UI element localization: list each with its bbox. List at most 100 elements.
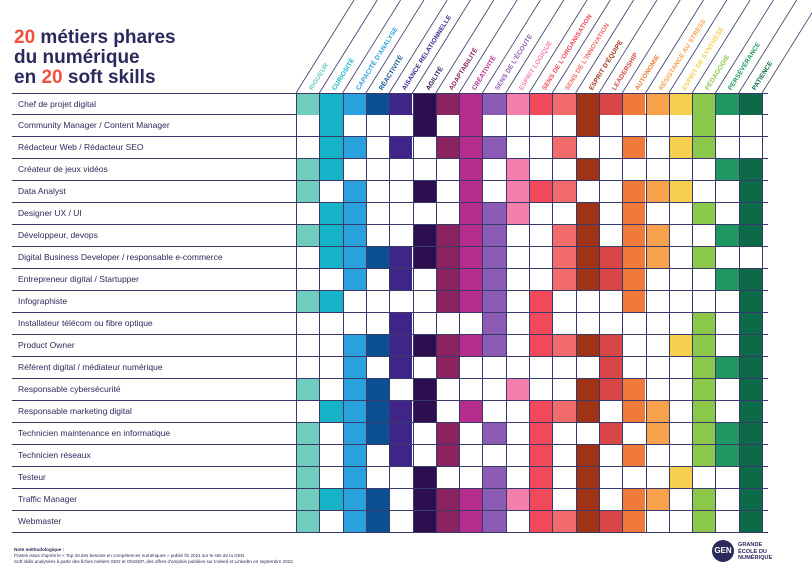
skill-cell: [412, 423, 436, 444]
skill-cell: [598, 181, 622, 202]
skill-cell: [529, 159, 552, 180]
skill-cell: [622, 379, 646, 400]
skill-cell: [319, 247, 343, 268]
skill-cell: [319, 137, 343, 158]
skill-cell: [412, 203, 436, 224]
job-label: Testeur: [18, 472, 46, 482]
skill-cell: [738, 357, 762, 378]
skill-cell: [645, 291, 669, 312]
skill-cell: [715, 269, 739, 290]
skill-cell: [715, 511, 738, 532]
skill-cell: [342, 159, 366, 180]
skill-cell: [459, 401, 483, 422]
row-end-border: [762, 94, 763, 115]
header-diagonal-line: [738, 0, 798, 94]
skill-cell: [296, 313, 319, 334]
skill-cell: [319, 401, 343, 422]
skill-cell: [668, 94, 693, 115]
skill-cell: [482, 511, 506, 532]
skill-cell: [482, 225, 506, 246]
skill-cell: [389, 291, 412, 312]
skill-cell: [575, 489, 599, 510]
job-row: Webmaster: [12, 511, 768, 533]
skill-cell: [715, 379, 738, 400]
skill-cell: [645, 357, 669, 378]
header-diagonal-line: [295, 0, 355, 94]
skill-cell: [622, 511, 646, 532]
skill-header-label: Esprit de synthèse: [680, 26, 726, 92]
job-label: Chef de projet digital: [18, 99, 96, 109]
skill-cell: [296, 225, 320, 246]
skill-cell: [529, 181, 553, 202]
title-line-1: 20 métiers phares: [14, 27, 176, 48]
skill-cell: [296, 445, 320, 466]
row-end-border: [762, 247, 763, 268]
skill-cell: [365, 445, 389, 466]
skill-cell: [598, 203, 622, 224]
skill-cell: [435, 401, 459, 422]
skill-cell: [529, 137, 552, 158]
skill-cell: [435, 159, 459, 180]
skill-cell: [435, 137, 460, 158]
row-end-border: [762, 181, 763, 202]
skill-header-label: Patience: [750, 60, 774, 92]
job-label: Designer UX / UI: [18, 208, 82, 218]
job-label: Technicien réseaux: [18, 450, 91, 460]
skill-cell: [482, 115, 505, 136]
skill-cell: [552, 511, 576, 532]
skill-cell: [575, 423, 599, 444]
skill-cell: [389, 247, 413, 268]
skill-cell: [692, 203, 716, 224]
skill-cell: [296, 423, 320, 444]
job-row: Responsable marketing digital: [12, 401, 768, 423]
job-label: Référent digital / médiateur numérique: [18, 362, 163, 372]
skill-cell: [692, 467, 715, 488]
skill-cell: [575, 225, 599, 246]
skill-cell: [342, 203, 366, 224]
skill-cell: [412, 511, 436, 532]
header-diagonal-line: [691, 0, 751, 94]
header-diagonal-line: [598, 0, 658, 94]
skill-cell: [552, 291, 575, 312]
skill-cell: [692, 225, 715, 246]
skill-cell: [342, 137, 366, 158]
header-diagonal-line: [505, 0, 565, 94]
skill-cell: [482, 423, 506, 444]
header-diagonal-line: [621, 0, 681, 94]
skill-cell: [529, 269, 552, 290]
skill-cell: [296, 159, 320, 180]
skill-cell: [668, 225, 692, 246]
skill-cell: [552, 467, 575, 488]
skill-cell: [435, 115, 459, 136]
job-label: Rédacteur Web / Rédacteur SEO: [18, 142, 144, 152]
header-diagonal-line: [412, 0, 471, 94]
skill-cell: [505, 94, 529, 115]
skill-cell: [575, 137, 599, 158]
skill-cell: [342, 115, 366, 136]
skill-header-label: Autonomie: [634, 53, 662, 92]
skill-cell: [575, 379, 599, 400]
skill-cell: [668, 379, 692, 400]
skill-cell: [412, 379, 436, 400]
note-line-1: Postes issus d'après le « Top 40 des bes…: [14, 553, 246, 558]
job-row: Rédacteur Web / Rédacteur SEO: [12, 137, 768, 159]
skill-cell: [552, 269, 576, 290]
skill-cell: [529, 335, 553, 356]
skill-cell: [692, 511, 716, 532]
skill-cell: [552, 94, 576, 115]
skill-cell: [668, 335, 693, 356]
skill-cell: [598, 159, 622, 180]
skill-cell: [435, 357, 460, 378]
skill-cell: [482, 159, 505, 180]
skill-cell: [645, 247, 669, 268]
skill-cell: [459, 445, 482, 466]
skill-cell: [342, 313, 366, 334]
job-row: Créateur de jeux vidéos: [12, 159, 768, 181]
job-label: Webmaster: [18, 516, 62, 526]
skill-cell: [529, 247, 552, 268]
skill-cell: [459, 203, 483, 224]
skill-cell: [692, 94, 716, 115]
skills-matrix: Chef de projet digital Community Manager …: [12, 93, 768, 533]
header-diagonal-line: [528, 0, 588, 94]
skill-cell: [505, 511, 529, 532]
